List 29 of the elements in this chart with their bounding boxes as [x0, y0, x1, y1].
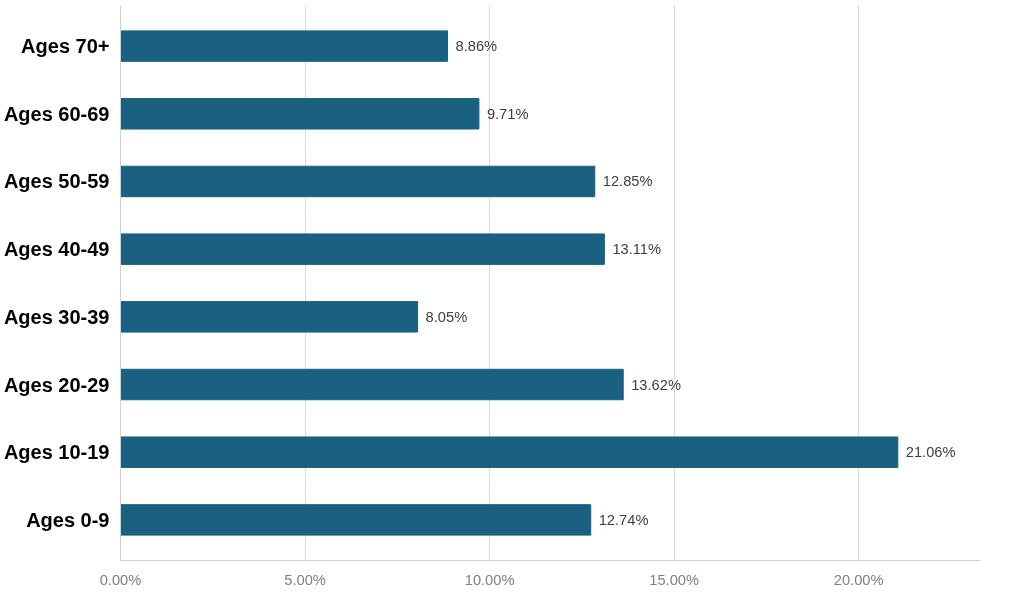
data-label: 13.11% [612, 241, 662, 258]
bar [120, 436, 899, 468]
data-label: 8.86% [455, 38, 498, 55]
x-tick-label: 20.00% [833, 571, 884, 588]
y-tick-label: Ages 10-19 [3, 441, 110, 464]
y-tick-label: Ages 20-29 [3, 373, 110, 396]
bar [120, 368, 624, 401]
data-label: 21.06% [905, 444, 956, 461]
bar [120, 165, 596, 198]
x-tick-label: 0.00% [99, 571, 142, 588]
data-label: 12.85% [602, 173, 653, 190]
bar [120, 233, 605, 265]
y-tick-label: Ages 70+ [21, 35, 110, 58]
data-label: 8.05% [425, 308, 468, 325]
x-tick-label: 5.00% [284, 571, 326, 588]
bar [120, 504, 592, 536]
y-tick-label: Ages 30-39 [3, 305, 110, 328]
y-tick-label: Ages 60-69 [3, 102, 110, 125]
data-label: 13.62% [631, 376, 681, 393]
data-label: 12.74% [598, 511, 649, 528]
x-tick-label: 10.00% [464, 571, 515, 588]
bar [120, 30, 449, 62]
x-tick-label: 15.00% [649, 571, 700, 588]
bar [120, 98, 480, 130]
y-tick-label: Ages 50-59 [3, 170, 110, 193]
y-tick-label: Ages 0-9 [26, 508, 110, 531]
bar [120, 301, 419, 333]
y-tick-label: Ages 40-49 [3, 238, 110, 261]
data-label: 9.71% [486, 105, 529, 122]
